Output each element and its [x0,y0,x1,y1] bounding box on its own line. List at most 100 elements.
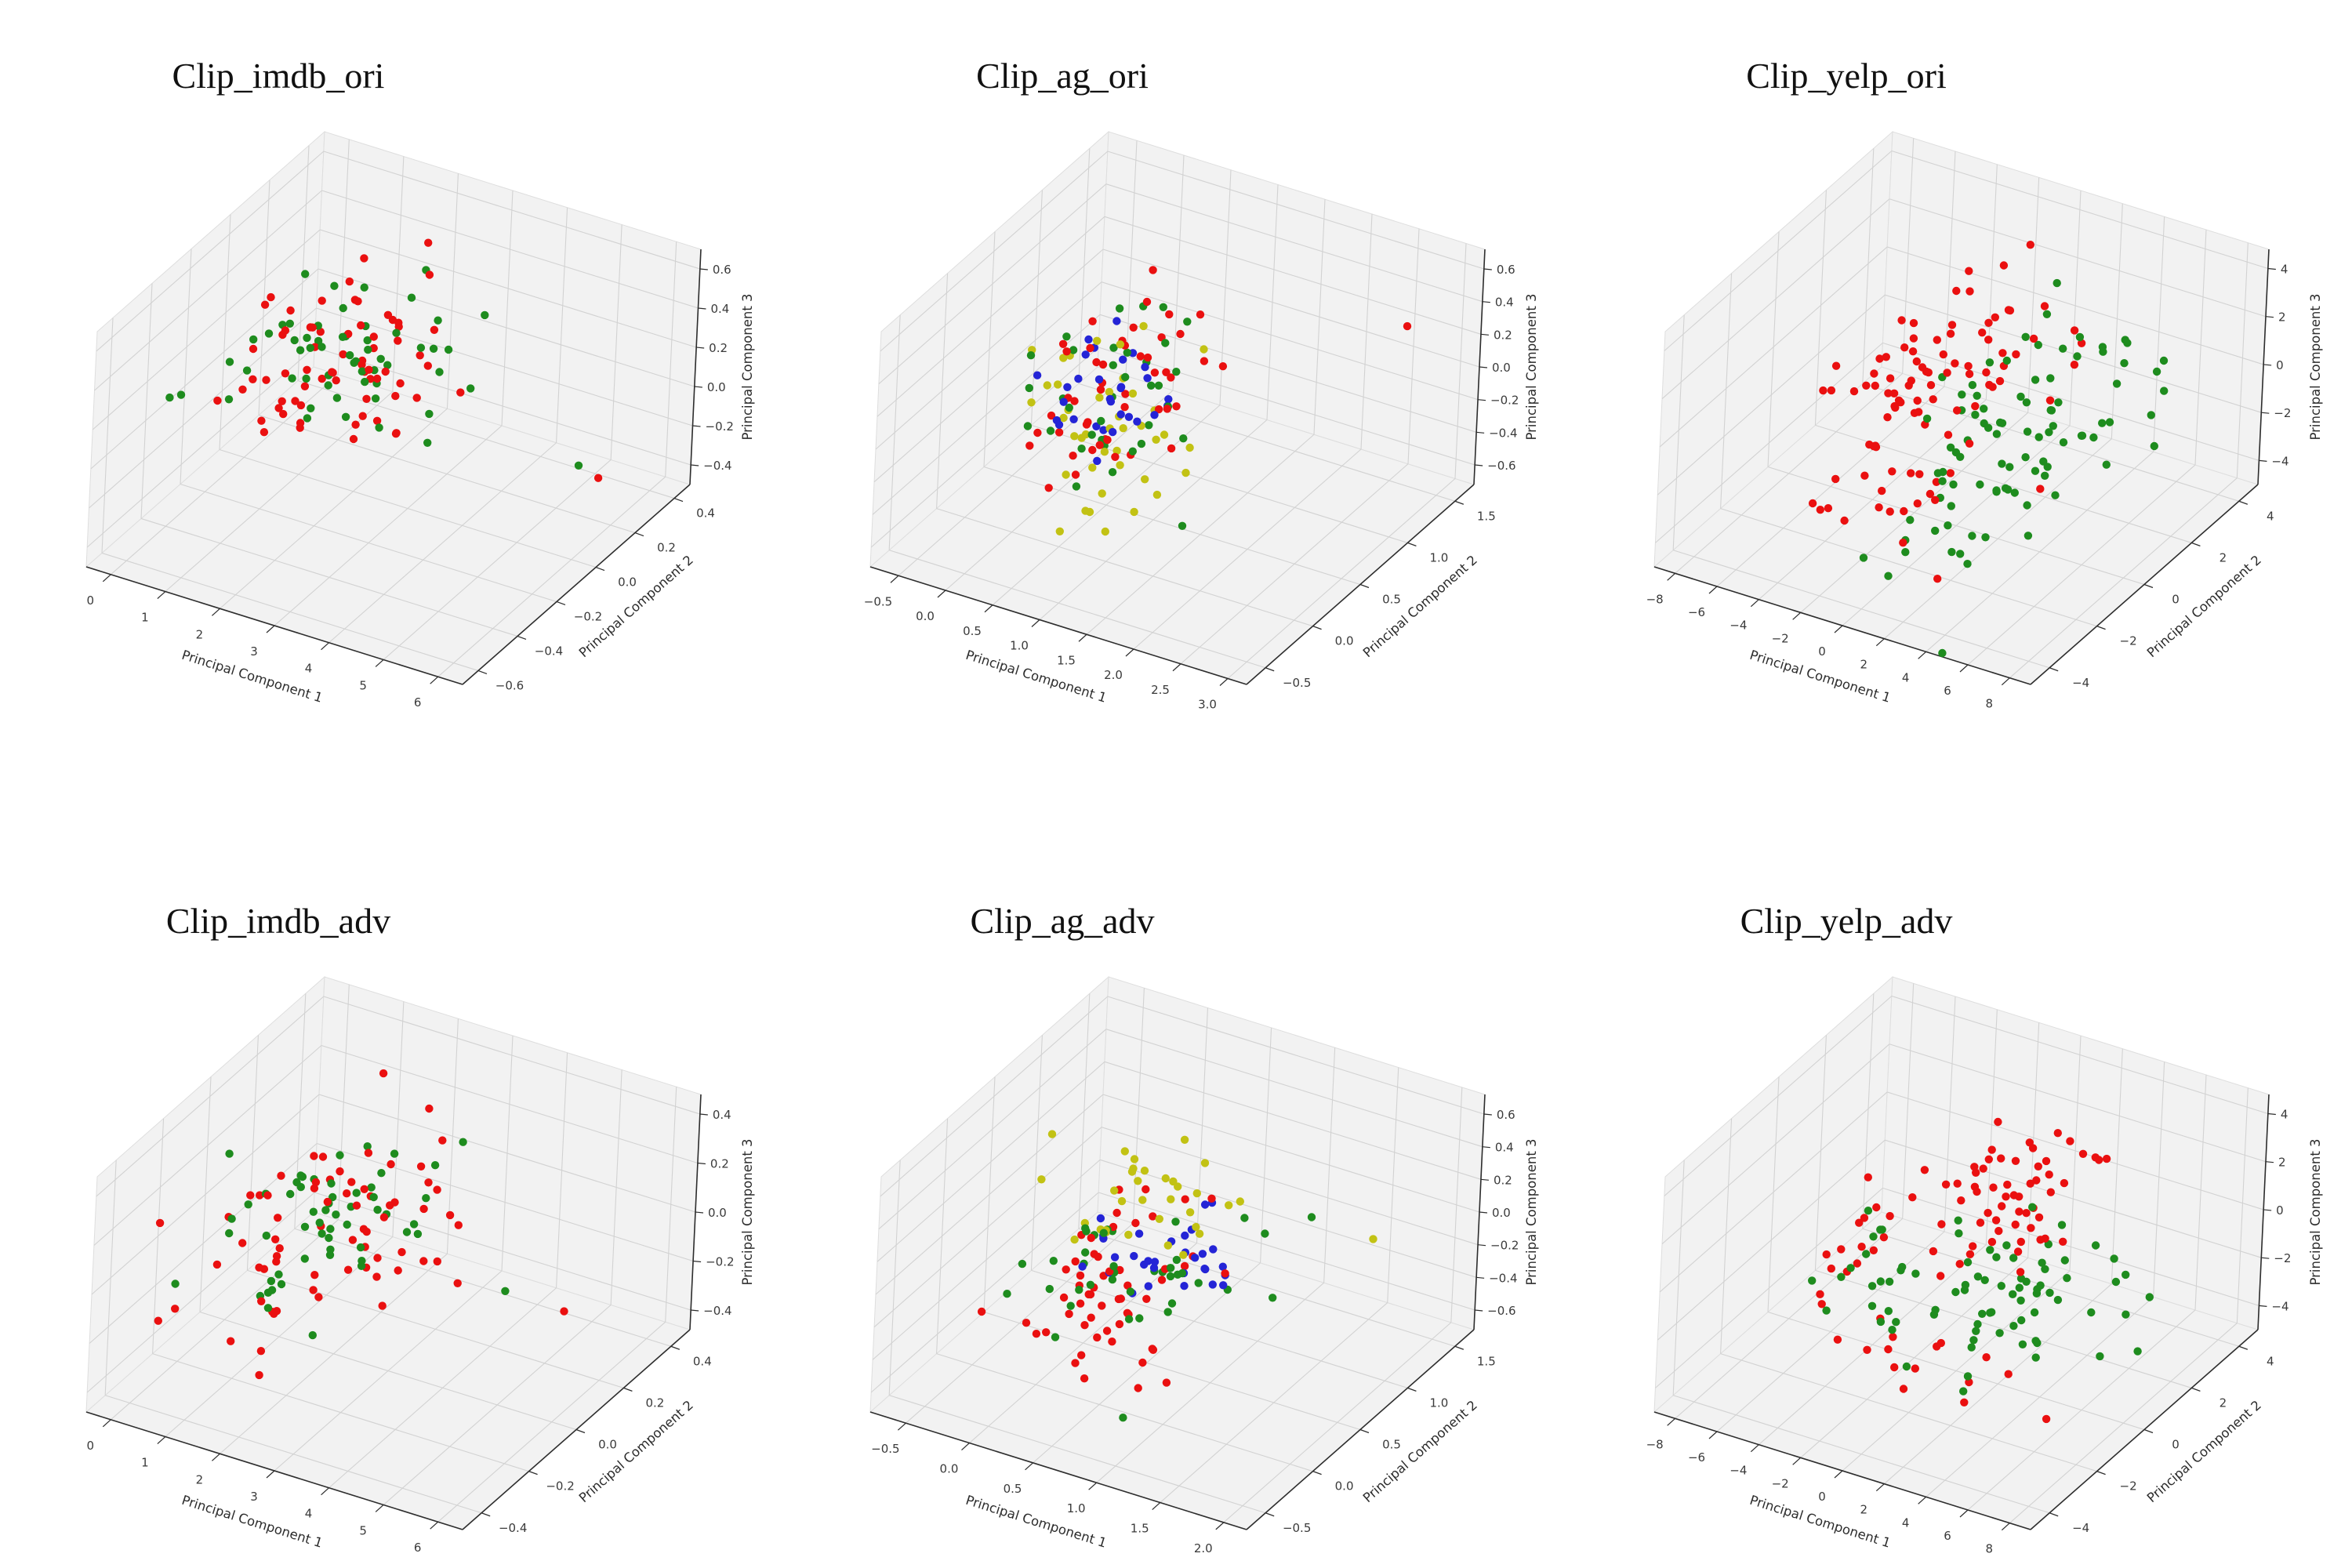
data-point [2013,1247,2023,1256]
z-axis-label: Principal Component 3 [1524,293,1539,440]
data-point [379,1069,388,1077]
data-point [1130,1251,1138,1260]
data-point [327,1178,336,1188]
data-point [1911,1269,1920,1278]
data-point [2033,1284,2042,1294]
x-tick-label: 2 [1860,657,1868,671]
grid-lines [870,140,1484,679]
data-point [1973,1187,1981,1196]
data-point [1816,505,1824,514]
data-point [255,1263,263,1272]
data-point [263,1303,273,1312]
data-point [1128,447,1137,456]
plot-title: Clip_ag_adv [970,901,1155,941]
data-point [372,1272,381,1281]
data-point [357,321,365,329]
data-point [1179,1250,1188,1259]
data-point [2122,1310,2130,1319]
data-point [310,1184,319,1192]
data-point [171,1279,180,1288]
x-tick-label: 1.0 [1067,1501,1086,1515]
scatter3d-plot: −0.5 0.0 0.5 1.0 1.5 2.0 2.5 3.0 −0.5 0.0 0.5 1.0 1.… [864,130,1539,711]
plot-title: Clip_yelp_adv [1740,901,1953,941]
y-tick-label: 1.5 [1477,509,1496,523]
x-tick-label: −4 [1730,618,1747,632]
scatter3d-plot: 0 1 2 3 4 5 6 −0.6 −0.4 −0.2 0.0 0.2 0.4 −0.4 −0.2 0.0 0… [85,130,755,710]
x-tick-label: −8 [1646,592,1664,606]
data-point [1123,348,1131,357]
data-point [2045,427,2053,437]
y-tick-label: 4 [2267,509,2274,523]
data-point [1218,361,1228,370]
data-point [1141,474,1149,484]
data-point [423,438,432,447]
data-point [2024,531,2033,540]
data-point [1108,467,1117,476]
data-point [2009,1321,2018,1330]
data-point [1131,1218,1140,1227]
data-point [1087,430,1096,439]
data-point [2045,396,2055,405]
data-point [424,1178,433,1187]
data-point [1032,1329,1041,1338]
data-point [290,336,299,344]
data-point [1105,394,1114,403]
data-point [1124,412,1134,421]
data-point [2073,351,2082,361]
data-point [396,379,405,387]
data-point [2089,433,2098,441]
y-tick-label: 2 [2220,550,2227,564]
data-point [1043,380,1051,390]
data-point [1931,495,1940,504]
data-point [1059,353,1068,362]
x-tick-label: 0.0 [916,609,935,623]
data-point [1991,313,1999,321]
data-point [1878,486,1886,495]
z-tick-label: 0.6 [1497,1108,1515,1122]
data-point [372,416,382,425]
data-point [1900,343,1909,351]
data-point [1077,1350,1086,1359]
data-point [433,1257,441,1265]
data-point [1980,1276,1989,1284]
data-point [1846,1263,1855,1272]
points-layer [1808,240,2169,657]
data-point [360,253,368,263]
data-point [1808,499,1817,507]
data-point [279,409,288,418]
data-point [165,393,174,401]
x-tick-label: 4 [305,661,313,675]
data-point [212,1260,222,1269]
data-point [1929,1247,1938,1255]
data-point [1997,1153,2005,1163]
data-point [1908,347,1918,355]
data-point [2030,1308,2039,1316]
data-point [1160,430,1169,439]
data-point [1069,345,1078,354]
data-point [1058,339,1068,348]
x-tick-label: 6 [414,1541,422,1555]
data-point [256,1190,264,1200]
data-point [2011,1220,2020,1229]
data-point [1943,368,1951,377]
data-point [2028,1143,2038,1152]
data-point [2053,1128,2062,1137]
x-tick-label: 2 [196,627,204,641]
data-point [310,1270,319,1279]
data-point [2051,491,2060,499]
data-point [1987,1145,1996,1154]
data-point [1171,1217,1180,1226]
data-point [435,367,444,376]
data-point [390,1149,399,1158]
data-point [1882,352,1890,361]
data-point [362,394,371,403]
data-point [1109,343,1118,352]
data-point [1906,515,1915,524]
data-point [296,401,306,409]
data-point [338,332,347,341]
data-point [1054,379,1062,389]
data-point [1022,1318,1031,1327]
data-point [1123,1308,1132,1317]
data-point [1900,506,1908,515]
data-point [1972,1327,1980,1335]
